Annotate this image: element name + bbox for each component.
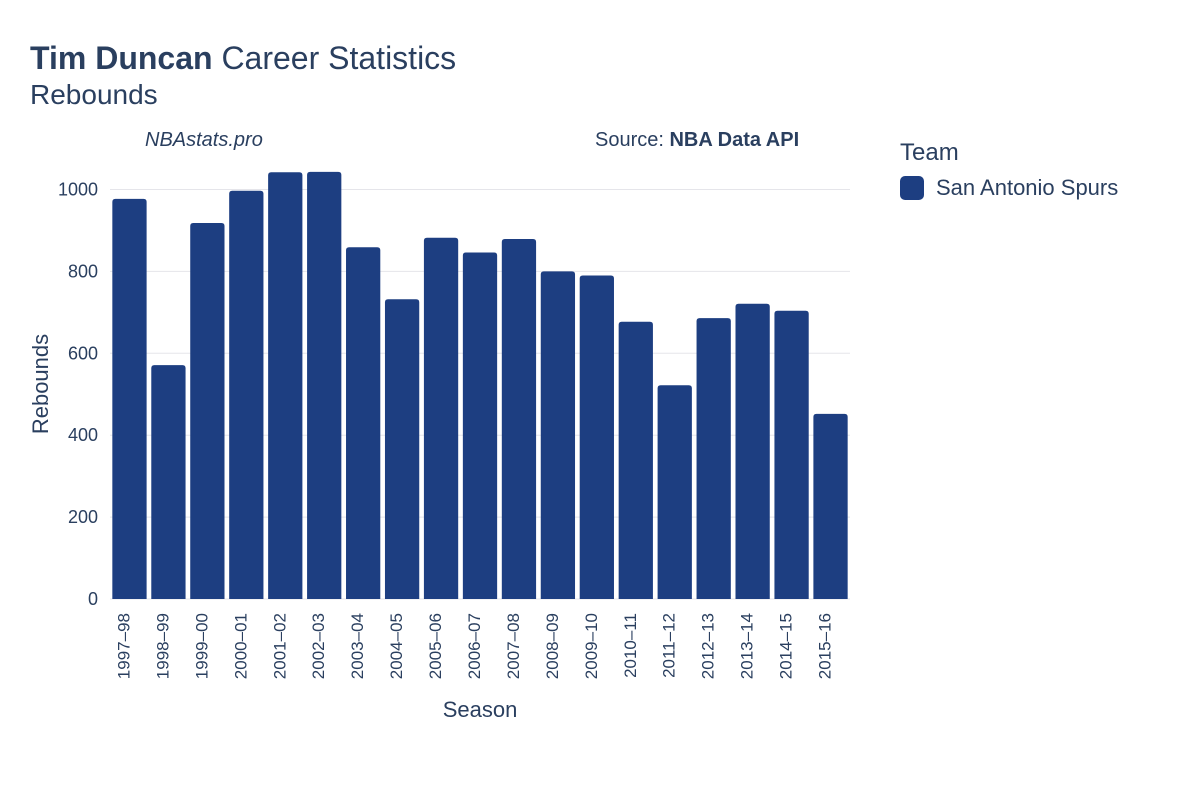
bar bbox=[190, 223, 224, 599]
legend-title: Team bbox=[900, 139, 1118, 167]
chart-title-block: Tim Duncan Career Statistics Rebounds bbox=[30, 40, 1170, 111]
bar bbox=[541, 271, 575, 599]
bar bbox=[658, 385, 692, 599]
bar bbox=[774, 311, 808, 599]
x-tick-label: 2003–04 bbox=[348, 613, 367, 679]
bar bbox=[813, 414, 847, 599]
source-prefix: Source: bbox=[595, 129, 669, 151]
bar bbox=[424, 238, 458, 599]
x-tick-label: 2015–16 bbox=[816, 613, 835, 679]
y-tick-label: 0 bbox=[88, 589, 98, 609]
x-tick-label: 2014–15 bbox=[777, 613, 796, 679]
bar bbox=[229, 191, 263, 599]
x-tick-label: 2008–09 bbox=[543, 613, 562, 679]
chart-area: NBAstats.pro Source: NBA Data API Team S… bbox=[30, 139, 1170, 739]
bar bbox=[463, 253, 497, 599]
bar bbox=[268, 172, 302, 599]
title-player-name: Tim Duncan bbox=[30, 40, 213, 76]
x-tick-label: 2009–10 bbox=[582, 613, 601, 679]
x-tick-label: 2005–06 bbox=[426, 613, 445, 679]
bar bbox=[697, 318, 731, 599]
bar bbox=[502, 239, 536, 599]
chart-subtitle: Rebounds bbox=[30, 79, 1170, 111]
bar bbox=[151, 365, 185, 599]
legend-item-label: San Antonio Spurs bbox=[936, 175, 1118, 201]
x-tick-label: 2001–02 bbox=[270, 613, 289, 679]
y-tick-label: 400 bbox=[68, 425, 98, 445]
x-tick-label: 2011–12 bbox=[660, 613, 679, 678]
y-tick-label: 200 bbox=[68, 507, 98, 527]
bar bbox=[346, 247, 380, 599]
source-name: NBA Data API bbox=[669, 129, 799, 151]
y-axis-label: Rebounds bbox=[30, 334, 53, 434]
bar-chart: 0 200 400 600 800 1000 1997–98 1998–99 1999–00 20… bbox=[30, 139, 870, 739]
y-tick-label: 600 bbox=[68, 343, 98, 363]
y-tick-label: 1000 bbox=[58, 179, 98, 199]
x-tick-label: 2007–08 bbox=[504, 613, 523, 679]
x-tick-label: 1997–98 bbox=[114, 613, 133, 679]
bar bbox=[735, 304, 769, 599]
x-tick-label: 2000–01 bbox=[231, 613, 250, 679]
x-tick-label: 2013–14 bbox=[738, 613, 757, 679]
x-axis-label: Season bbox=[443, 697, 518, 722]
x-tick-label: 2002–03 bbox=[309, 613, 328, 679]
chart-title: Tim Duncan Career Statistics bbox=[30, 40, 1170, 77]
x-tick-label: 2004–05 bbox=[387, 613, 406, 679]
bar bbox=[307, 172, 341, 599]
bar bbox=[112, 199, 146, 599]
legend-item: San Antonio Spurs bbox=[900, 175, 1118, 201]
source-attribution: Source: NBA Data API bbox=[595, 129, 799, 152]
x-tick-label: 2012–13 bbox=[699, 613, 718, 679]
chart-legend: Team San Antonio Spurs bbox=[900, 139, 1118, 201]
y-tick-label: 800 bbox=[68, 261, 98, 281]
title-rest: Career Statistics bbox=[213, 40, 457, 76]
site-attribution: NBAstats.pro bbox=[145, 129, 263, 152]
bar bbox=[385, 299, 419, 599]
x-tick-label: 2010–11 bbox=[621, 613, 640, 678]
x-tick-label: 1998–99 bbox=[153, 613, 172, 679]
bar bbox=[619, 322, 653, 599]
legend-swatch bbox=[900, 176, 924, 200]
x-tick-label: 2006–07 bbox=[465, 613, 484, 679]
bar bbox=[580, 275, 614, 599]
x-tick-label: 1999–00 bbox=[192, 613, 211, 679]
